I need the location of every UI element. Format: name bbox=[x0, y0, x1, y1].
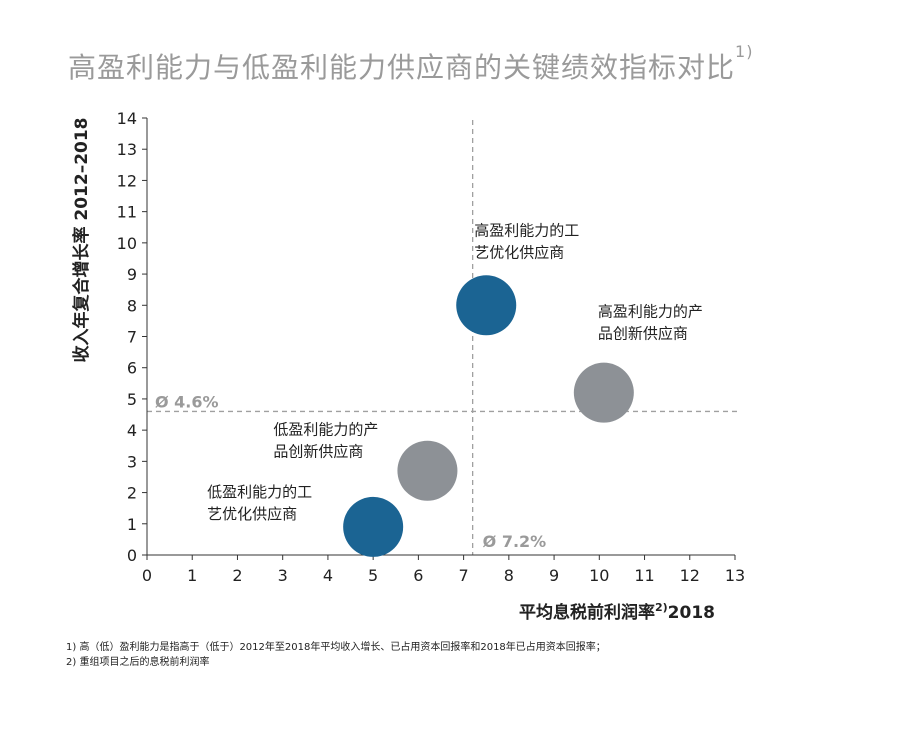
y-tick-label: 5 bbox=[127, 390, 137, 409]
y-tick-label: 9 bbox=[127, 265, 137, 284]
x-tick-label: 6 bbox=[413, 566, 423, 585]
point-label-line: 高盈利能力的产 bbox=[598, 303, 703, 321]
x-axis-label-main: 平均息税前利润率 bbox=[519, 602, 655, 623]
y-tick-label: 11 bbox=[117, 203, 137, 222]
y-tick-label: 1 bbox=[127, 515, 137, 534]
y-tick-label: 7 bbox=[127, 328, 137, 347]
x-axis-label: 平均息税前利润率2)2018 bbox=[519, 601, 715, 623]
footnote-1: 1) 高（低）盈利能力是指高于（低于）2012年至2018年平均收入增长、已占用… bbox=[66, 642, 606, 653]
x-tick-label: 5 bbox=[368, 566, 378, 585]
x-tick-label: 11 bbox=[634, 566, 654, 585]
x-axis-label-year: 2018 bbox=[668, 603, 715, 623]
point-label-line: 品创新供应商 bbox=[273, 443, 363, 461]
x-tick-label: 7 bbox=[459, 566, 469, 585]
vertical-average-label: Ø 7.2% bbox=[483, 532, 547, 551]
y-tick-label: 6 bbox=[127, 359, 137, 378]
y-tick-label: 2 bbox=[127, 484, 137, 503]
reference-lines: Ø 7.2% Ø 4.6% bbox=[147, 120, 737, 555]
y-tick-label: 10 bbox=[117, 234, 137, 253]
point-label-line: 高盈利能力的工 bbox=[474, 221, 579, 239]
point-label-line: 艺优化供应商 bbox=[474, 243, 564, 261]
point-label-line: 艺优化供应商 bbox=[207, 505, 297, 523]
horizontal-average-label: Ø 4.6% bbox=[155, 392, 219, 411]
chart-title-footnote-ref: 1) bbox=[735, 42, 754, 61]
x-tick-label: 13 bbox=[725, 566, 745, 585]
point-label-2: 高盈利能力的产品创新供应商 bbox=[598, 303, 703, 343]
chart-title-text: 高盈利能力与低盈利能力供应商的关键绩效指标对比 bbox=[68, 51, 736, 84]
y-tick-label: 0 bbox=[127, 546, 137, 565]
y-tick-label: 12 bbox=[117, 171, 137, 190]
x-tick-label: 8 bbox=[504, 566, 514, 585]
x-tick-label: 9 bbox=[549, 566, 559, 585]
point-label-3: 低盈利能力的产品创新供应商 bbox=[273, 421, 378, 461]
y-tick-label: 8 bbox=[127, 296, 137, 315]
data-point-4 bbox=[343, 496, 404, 557]
data-point-1 bbox=[456, 275, 517, 336]
point-labels: 高盈利能力的工艺优化供应商高盈利能力的产品创新供应商低盈利能力的产品创新供应商低… bbox=[207, 221, 703, 523]
data-points bbox=[343, 275, 634, 557]
x-tick-label: 12 bbox=[680, 566, 700, 585]
x-tick-label: 1 bbox=[187, 566, 197, 585]
footnote-2: 2) 重组项目之后的息税前利润率 bbox=[66, 657, 210, 668]
y-axis-label: 收入年复合增长率 2012–2018 bbox=[71, 117, 92, 362]
x-tick-label: 0 bbox=[142, 566, 152, 585]
y-tick-label: 4 bbox=[127, 421, 137, 440]
x-axis-label-sup: 2) bbox=[655, 601, 668, 614]
data-point-2 bbox=[573, 362, 634, 423]
footnotes: 1) 高（低）盈利能力是指高于（低于）2012年至2018年平均收入增长、已占用… bbox=[66, 640, 606, 670]
y-tick-label: 13 bbox=[117, 140, 137, 159]
point-label-1: 高盈利能力的工艺优化供应商 bbox=[474, 221, 579, 261]
point-label-line: 品创新供应商 bbox=[598, 325, 688, 343]
point-label-4: 低盈利能力的工艺优化供应商 bbox=[207, 483, 312, 523]
data-point-3 bbox=[397, 440, 458, 501]
point-label-line: 低盈利能力的工 bbox=[207, 483, 312, 501]
y-tick-label: 14 bbox=[117, 109, 137, 128]
x-tick-label: 10 bbox=[589, 566, 609, 585]
point-label-line: 低盈利能力的产 bbox=[273, 421, 378, 439]
y-tick-label: 3 bbox=[127, 452, 137, 471]
chart-title: 高盈利能力与低盈利能力供应商的关键绩效指标对比1) bbox=[68, 42, 753, 86]
x-tick-label: 4 bbox=[323, 566, 333, 585]
x-tick-label: 3 bbox=[278, 566, 288, 585]
x-tick-label: 2 bbox=[232, 566, 242, 585]
